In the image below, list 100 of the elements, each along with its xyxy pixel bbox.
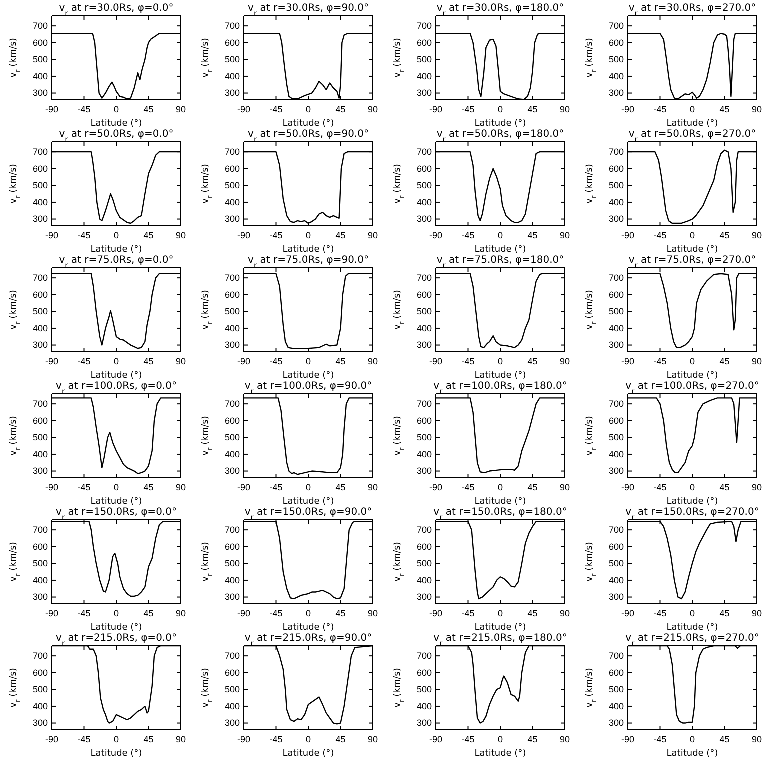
y-tick-label: 400 [224, 197, 240, 208]
y-tick-label: 300 [608, 718, 624, 728]
y-tick-label: 400 [608, 197, 624, 208]
x-tick-label: -45 [78, 104, 91, 114]
x-tick-label: -90 [621, 482, 635, 492]
y-tick-label: 500 [416, 684, 432, 695]
y-tick-label: 700 [32, 146, 48, 157]
y-tick-label: 700 [32, 398, 48, 409]
y-tick-label: 500 [224, 684, 240, 695]
y-tick-label: 500 [224, 180, 240, 191]
x-tick-label: 0 [114, 482, 120, 492]
x-tick-label: 90 [368, 608, 378, 618]
x-tick-label: 45 [336, 734, 346, 744]
y-tick-label: 600 [416, 668, 432, 678]
x-axis-title: Latitude (°) [474, 119, 526, 129]
x-tick-label: -45 [462, 608, 475, 618]
y-tick-label: 500 [32, 306, 48, 317]
x-tick-label: -90 [621, 356, 635, 366]
y-tick-label: 700 [224, 398, 240, 409]
x-axis-title: Latitude (°) [282, 623, 334, 633]
x-tick-label: -90 [45, 608, 59, 618]
x-tick-label: 90 [560, 356, 570, 366]
y-tick-label: 700 [224, 146, 240, 157]
x-tick-label: 0 [114, 356, 120, 366]
x-axis-title: Latitude (°) [90, 623, 142, 633]
x-tick-label: 90 [752, 608, 762, 618]
x-tick-label: -90 [621, 608, 635, 618]
y-tick-label: 700 [224, 524, 240, 535]
x-tick-label: 45 [528, 734, 538, 744]
y-tick-label: 500 [224, 432, 240, 443]
y-tick-label: 400 [416, 701, 432, 712]
x-axis-title: Latitude (°) [474, 245, 526, 255]
y-tick-label: 300 [224, 88, 240, 98]
x-tick-label: 45 [528, 104, 538, 114]
y-tick-label: 500 [608, 54, 624, 65]
y-tick-label: 300 [608, 214, 624, 224]
x-tick-label: -90 [621, 104, 635, 114]
y-tick-label: 500 [32, 432, 48, 443]
y-tick-label: 700 [32, 272, 48, 283]
y-tick-label: 700 [32, 650, 48, 661]
y-tick-label: 400 [608, 323, 624, 334]
x-tick-label: -90 [429, 230, 443, 240]
x-tick-label: 45 [144, 482, 154, 492]
y-tick-label: 600 [608, 290, 624, 300]
y-tick-label: 300 [224, 592, 240, 602]
x-tick-label: 0 [690, 230, 696, 240]
y-tick-label: 400 [608, 71, 624, 82]
x-axis-title: Latitude (°) [282, 749, 334, 759]
y-tick-label: 500 [608, 558, 624, 569]
x-tick-label: 90 [368, 230, 378, 240]
y-tick-label: 300 [224, 214, 240, 224]
x-tick-label: 90 [560, 230, 570, 240]
y-tick-label: 400 [224, 449, 240, 460]
y-tick-label: 700 [416, 398, 432, 409]
x-axis-title: Latitude (°) [90, 497, 142, 507]
y-tick-label: 400 [608, 575, 624, 586]
y-tick-label: 300 [608, 88, 624, 98]
y-tick-label: 600 [224, 416, 240, 426]
x-tick-label: -45 [654, 482, 667, 492]
y-tick-label: 400 [416, 449, 432, 460]
x-tick-label: 90 [176, 608, 186, 618]
y-tick-label: 600 [416, 416, 432, 426]
y-tick-label: 400 [224, 701, 240, 712]
y-tick-label: 500 [416, 306, 432, 317]
y-tick-label: 300 [224, 718, 240, 728]
y-tick-label: 600 [608, 416, 624, 426]
x-tick-label: -45 [270, 608, 283, 618]
x-axis-title: Latitude (°) [666, 371, 718, 381]
x-tick-label: 90 [176, 104, 186, 114]
x-tick-label: 0 [498, 104, 504, 114]
x-tick-label: -90 [45, 230, 59, 240]
y-tick-label: 500 [32, 54, 48, 65]
y-tick-label: 400 [32, 449, 48, 460]
y-tick-label: 400 [32, 197, 48, 208]
x-tick-label: 90 [176, 230, 186, 240]
y-tick-label: 600 [416, 164, 432, 174]
y-tick-label: 700 [416, 650, 432, 661]
x-tick-label: 90 [560, 734, 570, 744]
y-tick-label: 500 [224, 54, 240, 65]
x-tick-label: -45 [462, 482, 475, 492]
x-tick-label: -90 [237, 356, 251, 366]
x-tick-label: -45 [78, 356, 91, 366]
y-tick-label: 700 [224, 272, 240, 283]
x-tick-label: 90 [368, 734, 378, 744]
y-tick-label: 400 [416, 323, 432, 334]
y-tick-label: 300 [608, 592, 624, 602]
x-tick-label: 0 [114, 734, 120, 744]
x-tick-label: 45 [336, 356, 346, 366]
y-tick-label: 700 [32, 524, 48, 535]
y-tick-label: 300 [608, 466, 624, 476]
x-tick-label: 0 [114, 230, 120, 240]
x-tick-label: -45 [270, 230, 283, 240]
x-tick-label: 0 [306, 104, 312, 114]
x-tick-label: 45 [720, 734, 730, 744]
y-tick-label: 400 [32, 575, 48, 586]
x-tick-label: -90 [45, 734, 59, 744]
x-tick-label: 0 [498, 608, 504, 618]
x-tick-label: 90 [176, 356, 186, 366]
y-tick-label: 400 [416, 197, 432, 208]
x-tick-label: 45 [336, 482, 346, 492]
